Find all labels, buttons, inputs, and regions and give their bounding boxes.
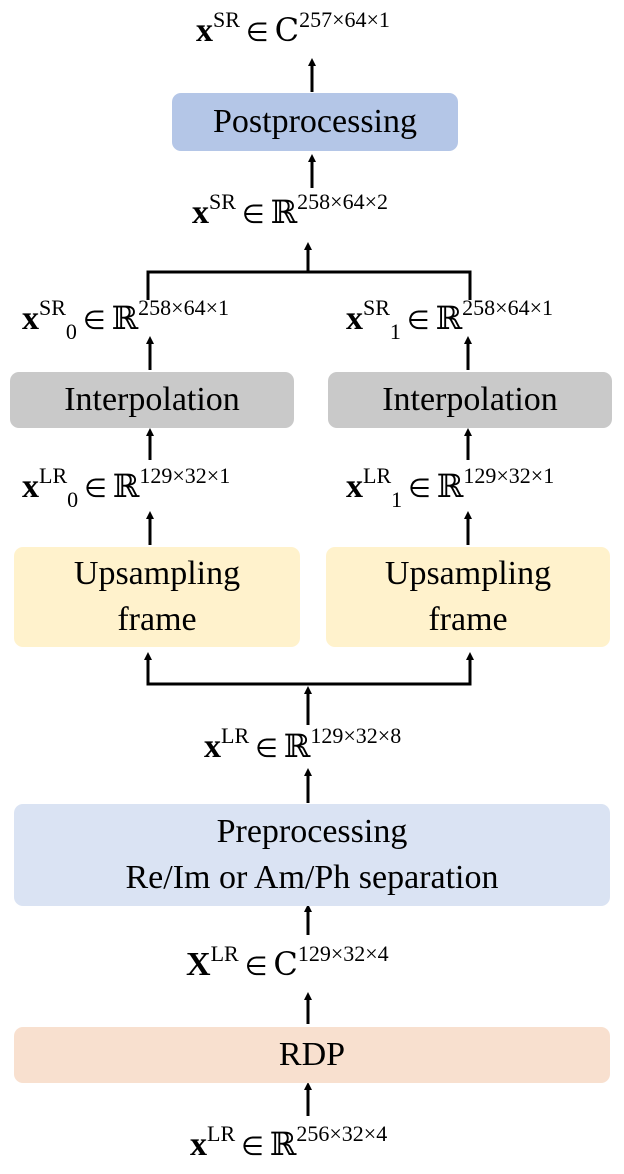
- label-lr-complex: XLR ∈ C129×32×4: [186, 941, 389, 983]
- label-output-real: xSR ∈ ℝ258×64×2: [192, 189, 388, 231]
- postprocessing-label: Postprocessing: [213, 103, 417, 140]
- split-line: [146, 655, 472, 686]
- interpolation-label-right: Interpolation: [382, 381, 558, 418]
- label-lr8: xLR ∈ ℝ129×32×8: [204, 723, 402, 765]
- rdp-label: RDP: [278, 1036, 346, 1073]
- preprocessing-line1: Preprocessing: [216, 813, 408, 850]
- label-lr1: xLR1 ∈ ℝ129×32×1: [346, 463, 555, 512]
- rdp-box: RDP: [14, 1027, 610, 1083]
- preprocessing-box: Preprocessing Re/Im or Am/Ph separation: [14, 804, 610, 906]
- label-sr1: xSR1 ∈ ℝ258×64×1: [346, 295, 553, 344]
- upsampling-right-line2: frame: [428, 601, 508, 638]
- label-sr0: xSR0 ∈ ℝ258×64×1: [22, 295, 229, 344]
- label-lr0: xLR0 ∈ ℝ129×32×1: [22, 463, 231, 512]
- label-lr-input: xLR ∈ ℝ256×32×4: [190, 1121, 388, 1163]
- interpolation-box-left: Interpolation: [10, 372, 294, 428]
- interpolation-box-right: Interpolation: [328, 372, 612, 428]
- upsampling-box-right: Upsampling frame: [326, 547, 610, 647]
- label-output-complex: xSR ∈ C257×64×1: [196, 7, 390, 49]
- postprocessing-box: Postprocessing: [172, 93, 458, 151]
- upsampling-box-left: Upsampling frame: [14, 547, 300, 647]
- preprocessing-line2: Re/Im or Am/Ph separation: [125, 859, 499, 896]
- upsampling-right-line1: Upsampling: [384, 555, 552, 592]
- interpolation-label-left: Interpolation: [64, 381, 240, 418]
- upsampling-left-line1: Upsampling: [73, 555, 241, 592]
- upsampling-left-line2: frame: [117, 601, 197, 638]
